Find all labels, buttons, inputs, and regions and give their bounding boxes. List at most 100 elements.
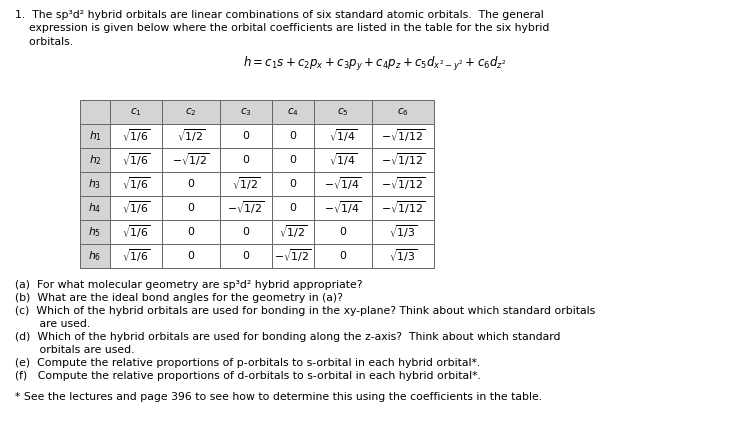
Bar: [80, 244, 110, 268]
Bar: [372, 220, 434, 244]
Text: orbitals.: orbitals.: [15, 37, 74, 47]
Text: $h_{5}$: $h_{5}$: [88, 225, 101, 239]
Text: $c_{1}$: $c_{1}$: [130, 106, 142, 118]
Bar: [80, 172, 110, 196]
Bar: [220, 100, 272, 124]
Bar: [162, 148, 220, 172]
Text: $\sqrt{1/4}$: $\sqrt{1/4}$: [328, 127, 357, 144]
Bar: [80, 220, 110, 244]
Bar: [162, 196, 220, 220]
Text: $-\sqrt{1/2}$: $-\sqrt{1/2}$: [274, 248, 312, 264]
Bar: [80, 124, 110, 148]
Bar: [110, 244, 162, 268]
Text: $-\sqrt{1/4}$: $-\sqrt{1/4}$: [324, 200, 362, 216]
Bar: [372, 172, 434, 196]
Bar: [372, 196, 434, 220]
Bar: [220, 196, 272, 220]
Text: $\sqrt{1/6}$: $\sqrt{1/6}$: [122, 127, 150, 144]
Bar: [272, 172, 314, 196]
Bar: [272, 220, 314, 244]
Text: $\sqrt{1/6}$: $\sqrt{1/6}$: [122, 224, 150, 240]
Bar: [372, 100, 434, 124]
Bar: [110, 172, 162, 196]
Bar: [110, 196, 162, 220]
Bar: [162, 244, 220, 268]
Bar: [162, 124, 220, 148]
Bar: [272, 244, 314, 268]
Text: $-\sqrt{1/2}$: $-\sqrt{1/2}$: [172, 152, 210, 168]
Text: 0: 0: [188, 179, 194, 189]
Bar: [220, 244, 272, 268]
Text: 0: 0: [242, 155, 250, 165]
Text: 0: 0: [340, 251, 346, 261]
Text: $\sqrt{1/6}$: $\sqrt{1/6}$: [122, 248, 150, 264]
Text: 0: 0: [290, 203, 296, 213]
Bar: [162, 172, 220, 196]
Text: $\sqrt{1/6}$: $\sqrt{1/6}$: [122, 152, 150, 168]
Text: (f)   Compute the relative proportions of d-orbitals to s-orbital in each hybrid: (f) Compute the relative proportions of …: [15, 371, 481, 381]
Text: $\sqrt{1/2}$: $\sqrt{1/2}$: [279, 224, 308, 240]
Text: $-\sqrt{1/12}$: $-\sqrt{1/12}$: [381, 127, 425, 144]
Text: 0: 0: [290, 179, 296, 189]
Bar: [314, 124, 372, 148]
Bar: [272, 196, 314, 220]
Bar: [110, 100, 162, 124]
Text: $-\sqrt{1/4}$: $-\sqrt{1/4}$: [324, 176, 362, 192]
Text: 0: 0: [242, 227, 250, 237]
Text: $-\sqrt{1/12}$: $-\sqrt{1/12}$: [381, 200, 425, 216]
Bar: [314, 244, 372, 268]
Text: 0: 0: [340, 227, 346, 237]
Bar: [314, 196, 372, 220]
Bar: [110, 148, 162, 172]
Text: (c)  Which of the hybrid orbitals are used for bonding in the xy-plane? Think ab: (c) Which of the hybrid orbitals are use…: [15, 306, 596, 316]
Text: $c_{5}$: $c_{5}$: [338, 106, 349, 118]
Text: $-\sqrt{1/2}$: $-\sqrt{1/2}$: [227, 200, 265, 216]
Bar: [110, 124, 162, 148]
Bar: [220, 148, 272, 172]
Text: (b)  What are the ideal bond angles for the geometry in (a)?: (b) What are the ideal bond angles for t…: [15, 293, 343, 303]
Bar: [220, 172, 272, 196]
Text: orbitals are used.: orbitals are used.: [15, 345, 134, 355]
Text: 0: 0: [188, 251, 194, 261]
Bar: [80, 196, 110, 220]
Bar: [220, 124, 272, 148]
Text: $h_{6}$: $h_{6}$: [88, 249, 101, 263]
Text: 0: 0: [242, 131, 250, 141]
Bar: [110, 220, 162, 244]
Bar: [80, 148, 110, 172]
Text: $h = c_1s + c_2p_x + c_3p_y + c_4p_z + c_5d_{x^2-y^2} + c_6d_{z^2}$: $h = c_1s + c_2p_x + c_3p_y + c_4p_z + c…: [243, 55, 507, 73]
Bar: [162, 220, 220, 244]
Text: (e)  Compute the relative proportions of p-orbitals to s-orbital in each hybrid : (e) Compute the relative proportions of …: [15, 358, 480, 368]
Bar: [272, 100, 314, 124]
Text: $h_{1}$: $h_{1}$: [88, 129, 101, 143]
Bar: [314, 220, 372, 244]
Bar: [162, 100, 220, 124]
Text: 1.  The sp³d² hybrid orbitals are linear combinations of six standard atomic orb: 1. The sp³d² hybrid orbitals are linear …: [15, 10, 544, 20]
Text: $\sqrt{1/2}$: $\sqrt{1/2}$: [177, 127, 206, 144]
Text: expression is given below where the orbital coefficients are listed in the table: expression is given below where the orbi…: [15, 24, 549, 33]
Text: 0: 0: [188, 203, 194, 213]
Text: $h_{4}$: $h_{4}$: [88, 201, 102, 215]
Text: $c_{4}$: $c_{4}$: [287, 106, 299, 118]
Text: 0: 0: [242, 251, 250, 261]
Text: * See the lectures and page 396 to see how to determine this using the coefficie: * See the lectures and page 396 to see h…: [15, 392, 542, 402]
Text: $h_{3}$: $h_{3}$: [88, 177, 101, 191]
Text: $\sqrt{1/3}$: $\sqrt{1/3}$: [388, 224, 417, 240]
Text: $-\sqrt{1/12}$: $-\sqrt{1/12}$: [381, 152, 425, 168]
Text: 0: 0: [290, 155, 296, 165]
Text: (d)  Which of the hybrid orbitals are used for bonding along the z-axis?  Think : (d) Which of the hybrid orbitals are use…: [15, 332, 560, 342]
Text: $-\sqrt{1/12}$: $-\sqrt{1/12}$: [381, 176, 425, 192]
Text: $c_{3}$: $c_{3}$: [240, 106, 252, 118]
Text: $c_{2}$: $c_{2}$: [185, 106, 196, 118]
Bar: [314, 148, 372, 172]
Bar: [372, 244, 434, 268]
Bar: [372, 148, 434, 172]
Bar: [314, 100, 372, 124]
Bar: [372, 124, 434, 148]
Text: 0: 0: [188, 227, 194, 237]
Bar: [272, 124, 314, 148]
Text: $\sqrt{1/4}$: $\sqrt{1/4}$: [328, 152, 357, 168]
Text: $c_{6}$: $c_{6}$: [397, 106, 409, 118]
Text: $\sqrt{1/6}$: $\sqrt{1/6}$: [122, 176, 150, 192]
Text: $\sqrt{1/3}$: $\sqrt{1/3}$: [388, 248, 417, 264]
